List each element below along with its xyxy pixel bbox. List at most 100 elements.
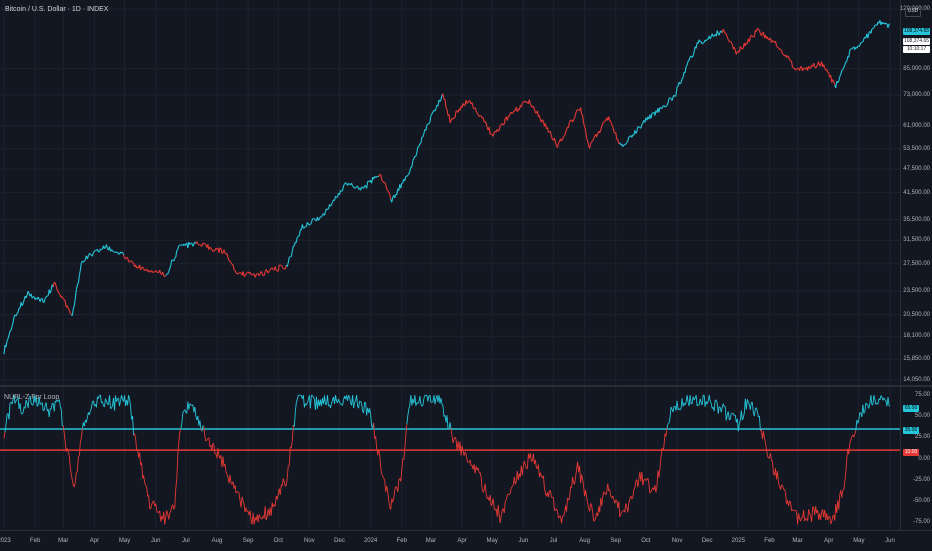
price-series-segment — [112, 251, 113, 252]
price-series-segment — [570, 120, 571, 121]
price-series-segment — [642, 123, 643, 125]
indicator-value-tag: 65.00 — [903, 405, 919, 412]
price-series-segment — [352, 183, 353, 186]
price-axis-label: 27,500.00 — [903, 261, 930, 267]
indicator-series-segment — [286, 478, 287, 485]
price-series-segment — [611, 121, 612, 124]
indicator-series-segment — [682, 398, 683, 406]
indicator-series-segment — [673, 406, 674, 412]
price-series-segment — [379, 175, 380, 177]
indicator-series-segment — [595, 518, 596, 521]
indicator-series-segment — [567, 498, 568, 512]
indicator-series-segment — [353, 395, 354, 408]
indicator-series-segment — [357, 395, 358, 406]
currency-selector[interactable]: USD — [905, 6, 921, 17]
indicator-series-segment — [169, 513, 170, 519]
price-series-segment — [464, 105, 465, 106]
indicator-series-segment — [9, 403, 10, 419]
indicator-series-segment — [295, 403, 296, 412]
price-chart-pane[interactable] — [0, 0, 900, 385]
time-axis-label: Jul — [550, 538, 558, 544]
price-series-segment — [623, 145, 624, 146]
indicator-axis-label: -25.00 — [913, 477, 930, 483]
indicator-series-segment — [564, 514, 565, 516]
indicator-series-segment — [374, 423, 375, 439]
indicator-series-segment — [844, 481, 845, 490]
price-series-segment — [512, 112, 513, 114]
indicator-series-segment — [721, 407, 722, 412]
indicator-series-segment — [313, 397, 314, 399]
time-axis-label: Feb — [397, 538, 407, 544]
indicator-series-segment — [294, 412, 295, 427]
price-series-segment — [387, 189, 388, 190]
indicator-series-segment — [331, 400, 332, 403]
price-series-segment — [42, 299, 43, 303]
indicator-series-segment — [5, 425, 6, 432]
indicator-series-segment — [849, 443, 850, 454]
indicator-series-segment — [355, 400, 356, 402]
indicator-series-segment — [786, 493, 787, 504]
indicator-series-segment — [303, 395, 304, 407]
indicator-series-segment — [241, 497, 242, 508]
indicator-axis-label: 0.00 — [918, 456, 930, 462]
indicator-series-segment — [543, 476, 544, 489]
price-axis-label: 18,100.00 — [903, 333, 930, 339]
time-axis[interactable]: 2023FebMarAprMayJunJulAugSepOctNovDec202… — [0, 530, 932, 551]
price-series-segment — [364, 186, 365, 189]
price-series-segment — [525, 101, 526, 102]
indicator-series-segment — [312, 396, 313, 398]
price-series-segment — [420, 143, 421, 144]
indicator-series-segment — [855, 430, 856, 434]
indicator-series-segment — [287, 466, 288, 478]
price-series-segment — [76, 285, 77, 290]
indicator-chart-svg[interactable] — [0, 387, 900, 530]
indicator-series-segment — [106, 401, 107, 404]
indicator-series-segment — [690, 395, 691, 404]
price-series-segment — [275, 267, 276, 271]
price-chart-svg[interactable] — [0, 0, 900, 385]
indicator-series-segment — [466, 454, 467, 461]
indicator-series-segment — [716, 401, 717, 403]
price-series-segment — [69, 310, 70, 313]
indicator-series-segment — [238, 492, 239, 493]
indicator-series-segment — [480, 473, 481, 478]
indicator-series-segment — [592, 506, 593, 513]
price-series-segment — [672, 97, 673, 101]
indicator-axis-label: 25.00 — [915, 434, 930, 440]
indicator-series-segment — [81, 428, 82, 438]
price-series-segment — [562, 139, 563, 141]
indicator-series-segment — [6, 415, 7, 425]
price-series-segment — [413, 158, 414, 160]
price-series-segment — [504, 118, 505, 124]
indicator-series-segment — [408, 409, 409, 416]
price-series-segment — [477, 113, 478, 115]
indicator-series-segment — [76, 472, 77, 473]
indicator-series-segment — [282, 479, 283, 486]
price-series-segment — [397, 189, 398, 195]
time-axis-label: Apr — [457, 538, 466, 544]
indicator-series-segment — [763, 431, 764, 438]
price-series-segment — [625, 144, 626, 145]
indicator-series-segment — [785, 489, 786, 492]
price-series-segment — [800, 67, 801, 71]
indicator-series-segment — [594, 521, 595, 522]
indicator-pane[interactable] — [0, 387, 900, 530]
price-series-segment — [468, 101, 469, 103]
price-series-segment — [680, 83, 681, 84]
price-series-segment — [11, 327, 12, 331]
price-series-segment — [166, 274, 167, 275]
indicator-series-segment — [77, 457, 78, 472]
price-series-segment — [489, 127, 490, 134]
indicator-series-segment — [635, 481, 636, 488]
time-axis-label: 2025 — [732, 538, 745, 544]
price-series-segment — [724, 31, 725, 33]
price-series-segment — [298, 236, 299, 237]
indicator-series-segment — [490, 495, 491, 506]
indicator-series-segment — [49, 409, 50, 417]
indicator-series-segment — [544, 488, 545, 493]
price-series-segment — [788, 56, 789, 57]
price-tag-secondary: 108,374.65 — [903, 38, 930, 45]
indicator-series-segment — [851, 437, 852, 441]
price-series-segment — [841, 71, 842, 75]
